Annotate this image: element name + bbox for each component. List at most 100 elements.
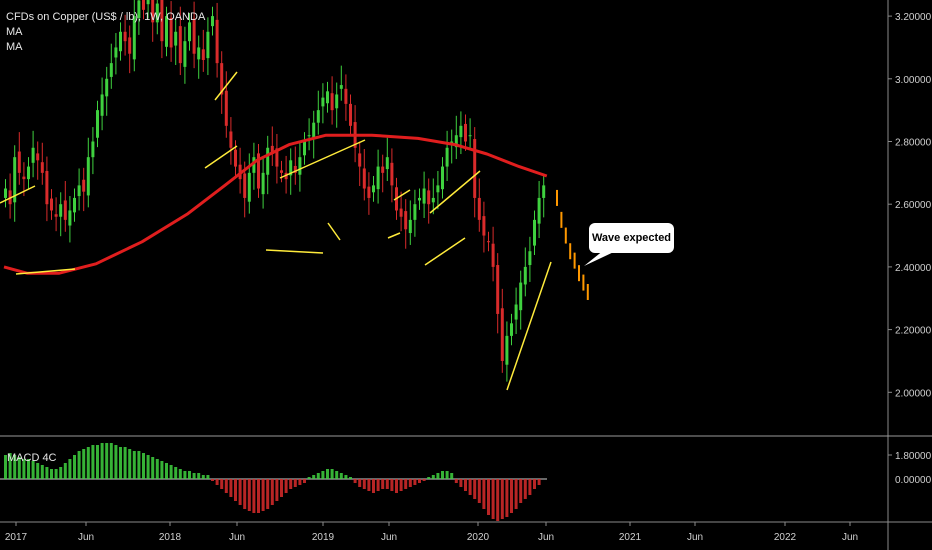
candle-body — [123, 31, 127, 42]
candle-body — [537, 197, 541, 224]
candle-body — [50, 198, 53, 211]
x-tick-label: Jun — [381, 532, 397, 543]
macd-bar — [73, 455, 76, 479]
macd-bar — [165, 463, 168, 479]
candle-body — [59, 204, 63, 217]
y-tick-label: 2.40000 — [895, 263, 932, 274]
candle-body — [174, 31, 178, 46]
macd-bar — [427, 477, 431, 479]
macd-bar — [293, 479, 297, 487]
macd-bar — [390, 479, 394, 491]
candle-body — [220, 63, 224, 95]
candle-body — [321, 97, 325, 107]
candle-body — [344, 88, 348, 104]
macd-bar — [270, 479, 274, 505]
callout-pointer — [584, 250, 618, 266]
ma-line — [3, 133, 548, 275]
candle-body — [160, 0, 164, 42]
macd-bar — [82, 449, 86, 479]
candle-body — [464, 123, 467, 142]
candle-body — [505, 335, 509, 365]
candle-body — [36, 153, 40, 161]
candle-body — [459, 125, 463, 138]
pattern-line — [0, 185, 36, 204]
candle-body — [427, 190, 431, 205]
projection-bar — [582, 274, 585, 291]
macd-bar — [436, 473, 440, 479]
macd-bar — [353, 479, 357, 483]
macd-bar — [266, 479, 270, 509]
macd-bar — [197, 473, 201, 479]
macd-bar — [183, 471, 187, 479]
x-tick-label: 2021 — [619, 532, 642, 543]
candle-body — [178, 26, 182, 64]
pattern-line — [327, 222, 341, 241]
candle-body — [473, 138, 477, 198]
macd-bar — [137, 451, 141, 479]
candle-body — [491, 243, 495, 267]
macd-bar — [206, 475, 210, 479]
macd-bar — [54, 469, 58, 479]
macd-bar — [519, 479, 523, 503]
candle-body — [298, 157, 302, 175]
macd-bar — [459, 479, 463, 487]
macd-bar — [22, 459, 26, 479]
candle-body — [367, 186, 371, 198]
macd-bar — [68, 459, 72, 479]
candle-body — [31, 147, 35, 163]
macd-bar — [441, 471, 444, 479]
macd-bar — [303, 479, 306, 483]
macd-bar — [86, 447, 90, 479]
candle-body — [109, 63, 113, 77]
candle-body — [22, 176, 26, 180]
macd-bar — [100, 443, 104, 479]
candle-body — [339, 85, 343, 89]
pattern-line — [214, 71, 238, 101]
candle-body — [293, 165, 297, 173]
x-tick-label: Jun — [78, 532, 94, 543]
candle-body — [390, 162, 394, 186]
legend-ma-1[interactable]: MA — [6, 26, 23, 38]
candle-body — [454, 135, 458, 148]
pattern-line — [387, 232, 401, 239]
candle-body — [312, 122, 316, 139]
candle-body — [91, 141, 95, 158]
candle-body — [487, 241, 490, 243]
y-tick-label: 1.80000 — [895, 451, 932, 462]
macd-bar — [17, 457, 21, 479]
macd-bar — [358, 479, 362, 487]
candle-body — [234, 149, 237, 167]
x-tick-label: 2019 — [312, 532, 335, 543]
candle-body — [215, 19, 219, 64]
macd-bar — [27, 459, 30, 479]
y-tick-label: 2.80000 — [895, 138, 932, 149]
candle-body — [132, 16, 136, 60]
projection-bar — [586, 283, 589, 300]
candle-body — [252, 157, 256, 173]
macd-bar — [422, 479, 426, 481]
macd-bar — [119, 447, 122, 479]
legend-ma-2[interactable]: MA — [6, 41, 23, 53]
macd-bar — [399, 479, 403, 491]
candle-body — [280, 170, 283, 173]
x-tick-label: Jun — [538, 532, 554, 543]
x-tick-label: Jun — [687, 532, 703, 543]
macd-bar — [229, 479, 233, 497]
callout-box: Wave expected — [589, 223, 674, 253]
macd-bar — [192, 473, 196, 479]
macd-bar — [257, 479, 260, 513]
macd-bar — [36, 463, 40, 479]
projection-bar — [564, 227, 567, 244]
macd-bar — [464, 479, 467, 491]
candle-body — [169, 17, 173, 48]
candle-body — [422, 188, 426, 204]
candle-body — [431, 197, 435, 203]
candle-body — [482, 216, 486, 236]
macd-bar — [413, 479, 417, 485]
y-tick-label: 2.00000 — [895, 388, 932, 399]
candle-body — [201, 49, 205, 60]
macd-bar — [408, 479, 412, 487]
macd-bar — [454, 479, 458, 483]
candle-body — [514, 304, 518, 320]
